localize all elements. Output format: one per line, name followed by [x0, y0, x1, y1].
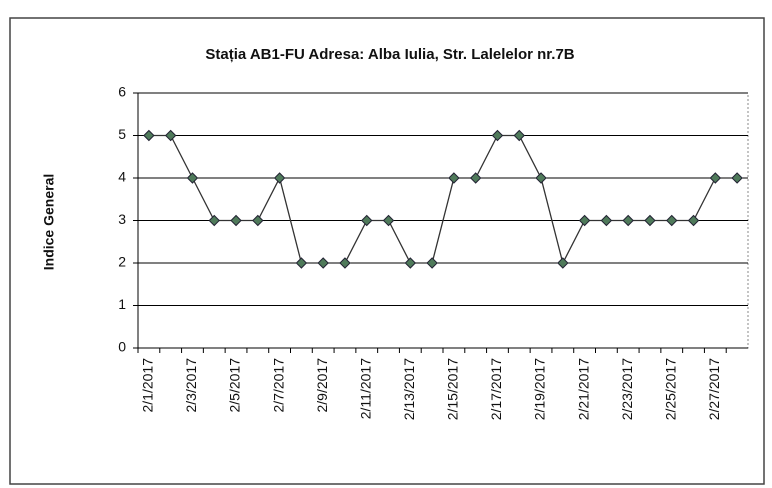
point-marker [382, 214, 395, 227]
x-tick-label: 2/21/2017 [575, 358, 591, 420]
point-marker [578, 214, 591, 227]
x-tick-label: 2/5/2017 [227, 358, 243, 413]
y-tick-label: 2 [118, 254, 126, 270]
x-tick-label: 2/9/2017 [314, 358, 330, 413]
point-marker [295, 257, 308, 269]
x-tick-label: 2/17/2017 [488, 358, 504, 420]
point-marker [317, 257, 329, 269]
y-tick-label: 3 [118, 211, 126, 227]
x-tick-label: 2/13/2017 [401, 358, 417, 420]
x-tick-label: 2/23/2017 [619, 358, 635, 420]
x-tick-label: 2/7/2017 [270, 358, 286, 413]
point-marker [600, 214, 613, 227]
point-marker [426, 257, 438, 269]
point-marker [535, 172, 547, 184]
chart-title: Stația AB1-FU Adresa: Alba Iulia, Str. L… [205, 46, 574, 63]
point-marker [491, 129, 504, 142]
point-marker [644, 214, 656, 227]
point-marker [709, 172, 722, 184]
y-tick-label: 0 [118, 339, 126, 355]
x-tick-label: 2/27/2017 [706, 358, 722, 420]
x-tick-label: 2/25/2017 [662, 358, 678, 420]
point-marker [252, 214, 264, 227]
series-line [148, 134, 738, 265]
y-tick-label: 6 [118, 84, 126, 100]
point-marker [687, 214, 700, 227]
point-marker [557, 257, 569, 269]
point-marker [666, 214, 678, 227]
x-tick-label: 2/19/2017 [532, 358, 548, 420]
point-marker [361, 214, 373, 227]
point-marker [448, 172, 460, 184]
point-marker [230, 214, 242, 227]
y-tick-label: 5 [118, 126, 126, 142]
point-marker [208, 214, 220, 227]
point-marker [513, 129, 525, 142]
point-marker [164, 129, 177, 142]
point-marker [186, 172, 199, 184]
point-marker [731, 172, 743, 184]
point-marker [273, 172, 286, 184]
point-marker [622, 214, 634, 227]
point-marker [339, 257, 351, 269]
point-marker [143, 129, 155, 142]
x-tick-label: 2/1/2017 [140, 358, 156, 413]
y-tick-label: 1 [118, 296, 126, 312]
x-tick-label: 2/15/2017 [445, 358, 461, 420]
point-marker [469, 172, 482, 184]
x-tick-label: 2/3/2017 [183, 358, 199, 413]
y-axis-label: Indice General [41, 174, 57, 270]
y-tick-label: 4 [118, 169, 126, 185]
point-marker [404, 257, 417, 269]
x-tick-label: 2/11/2017 [357, 358, 373, 419]
